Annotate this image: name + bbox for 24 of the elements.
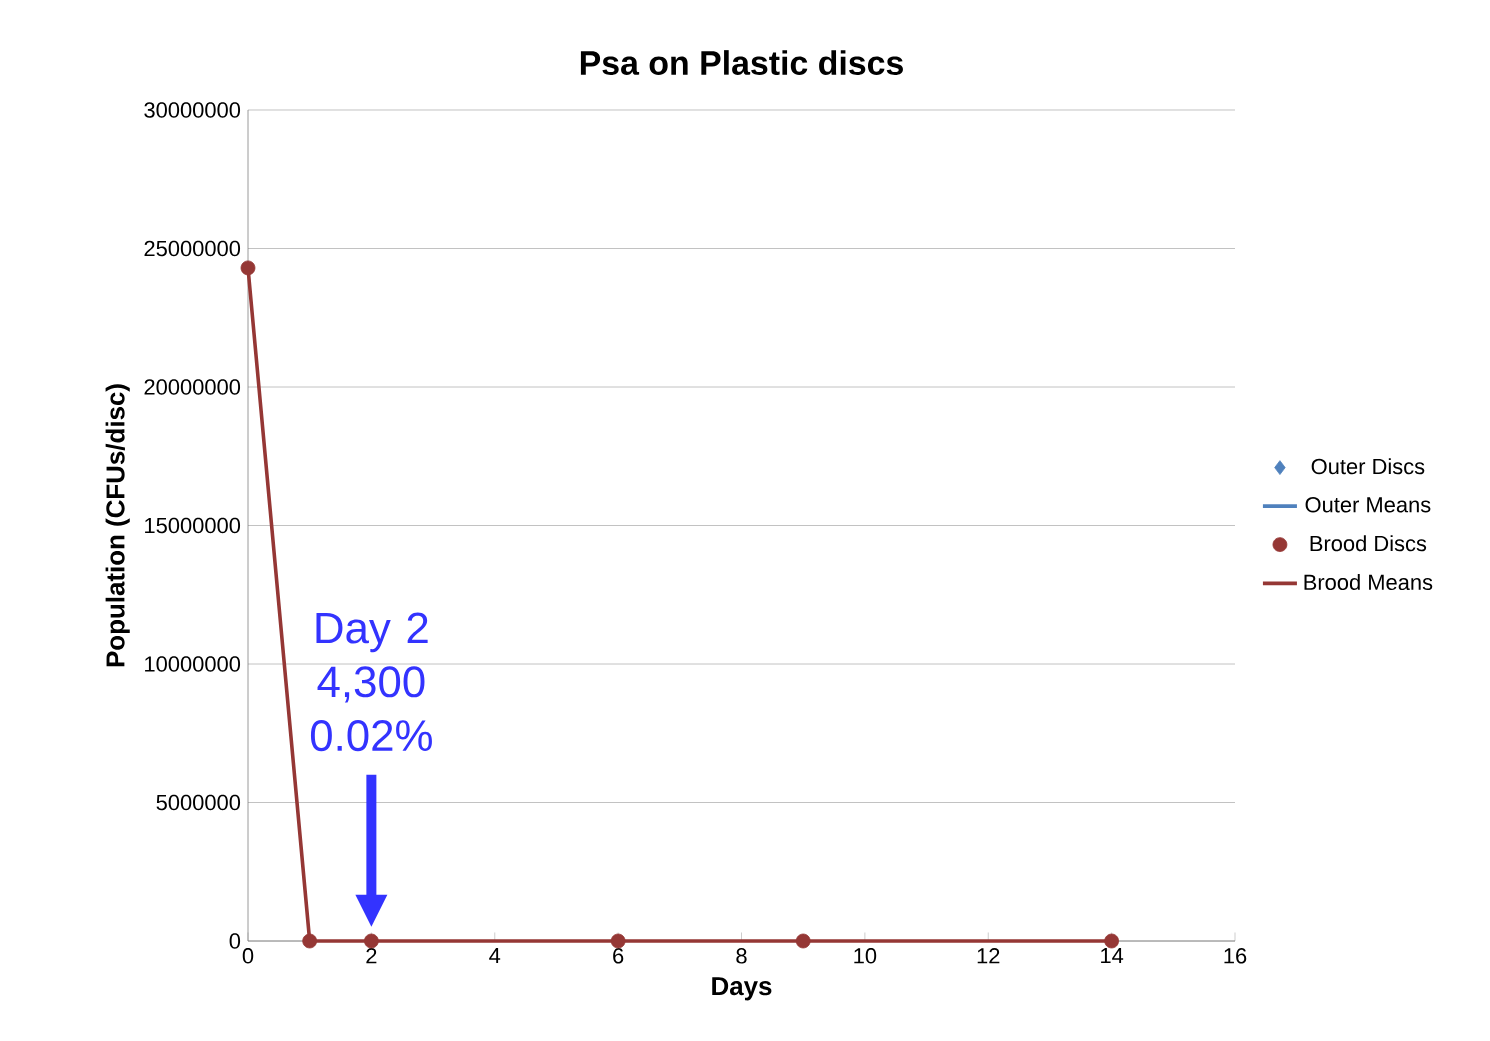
- x-axis-title: Days: [712, 977, 772, 1001]
- y-tick-label: 5000000: [156, 794, 241, 811]
- x-tick-label: 14: [1101, 948, 1124, 964]
- x-tick-label: 2: [366, 948, 377, 964]
- y-tick-label: 25000000: [144, 240, 241, 257]
- y-tick-label: 10000000: [145, 656, 241, 672]
- x-tick-label: 12: [977, 948, 1000, 964]
- legend-label: Outer Means: [1305, 496, 1431, 513]
- x-tick-label: 0: [242, 948, 254, 964]
- x-tick-label: 6: [613, 948, 624, 964]
- x-tick-label: 4: [489, 948, 501, 964]
- y-axis-title: Population (CFUs/disc): [105, 384, 130, 667]
- legend-label: Outer Discs: [1311, 458, 1425, 475]
- x-tick-label: 10: [854, 948, 877, 964]
- y-tick-label: 30000000: [144, 102, 241, 118]
- y-tick-label: 20000000: [144, 379, 241, 395]
- y-tick-label: 0: [229, 933, 241, 949]
- legend-label: Brood Means: [1304, 573, 1433, 591]
- annotation: Day 2 4,300 0.02%: [310, 612, 432, 752]
- chart-title: Psa on Plastic discs: [580, 50, 903, 76]
- legend-label: Brood Discs: [1310, 535, 1427, 552]
- y-tick-label: 15000000: [145, 517, 241, 534]
- x-tick-label: 8: [736, 948, 747, 964]
- x-tick-label: 16: [1224, 948, 1247, 964]
